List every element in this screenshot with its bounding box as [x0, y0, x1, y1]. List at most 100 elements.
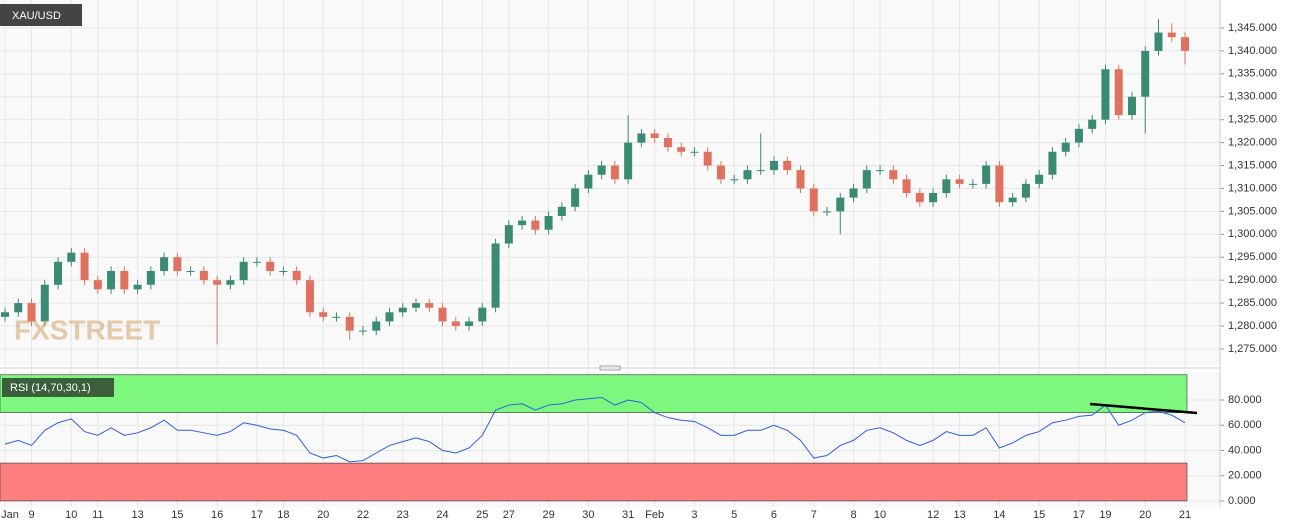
candle-body: [663, 138, 672, 148]
y-tick-label: 0.000: [1228, 495, 1256, 507]
y-tick-label: 1,290.000: [1228, 274, 1277, 286]
x-tick-label: 21: [1179, 509, 1191, 521]
candle-body: [27, 303, 36, 322]
candle-body: [1088, 119, 1097, 129]
candle-body: [504, 225, 513, 244]
candle-body: [703, 151, 712, 166]
candle-body: [372, 321, 381, 331]
candle-body: [544, 215, 553, 230]
candle-body: [677, 147, 686, 152]
candle-body: [1021, 183, 1030, 198]
candle-body: [942, 179, 951, 194]
x-tick-label: 7: [811, 509, 817, 521]
candle-body: [1127, 96, 1136, 116]
x-tick-label: 29: [542, 509, 554, 521]
y-tick-label: 1,275.000: [1228, 343, 1277, 355]
x-tick-label: 6: [771, 509, 777, 521]
x-tick-label: Feb: [645, 509, 664, 521]
candle-body: [690, 151, 699, 153]
candle-body: [769, 160, 778, 171]
candle-body: [120, 270, 129, 290]
candle-body: [186, 270, 195, 272]
candle-body: [133, 284, 142, 290]
candle-body: [915, 193, 924, 203]
candle-body: [610, 165, 619, 180]
y-tick-label: 1,340.000: [1228, 45, 1277, 57]
candle-body: [995, 165, 1004, 203]
candle-body: [955, 179, 964, 184]
x-tick-label: 11: [92, 509, 103, 521]
candle-body: [1141, 50, 1150, 97]
watermark: FXSTREET: [14, 314, 160, 345]
y-tick-label: 1,315.000: [1228, 159, 1277, 171]
candle-body: [358, 330, 367, 332]
x-tick-label: 15: [171, 509, 183, 521]
candle-body: [650, 133, 659, 139]
separator-handle: [599, 365, 621, 371]
x-tick-label: 14: [993, 509, 1005, 521]
x-tick-label: 30: [582, 509, 594, 521]
y-tick-label: 60.000: [1228, 419, 1262, 431]
x-tick-label: 20: [317, 509, 329, 521]
candle-body: [730, 179, 739, 181]
candle-body: [1154, 32, 1163, 51]
candle-body: [252, 261, 261, 263]
y-tick-label: 80.000: [1228, 394, 1262, 406]
candle-body: [557, 206, 566, 216]
candle-body: [902, 179, 911, 194]
x-tick-label: 24: [436, 509, 448, 521]
candle-body: [425, 303, 434, 308]
candle-body: [929, 193, 938, 203]
x-tick-label: 8: [850, 509, 856, 521]
candle-body: [849, 188, 858, 198]
candle-body: [968, 183, 977, 185]
candle-body: [332, 316, 341, 318]
candle-body: [1035, 174, 1044, 184]
candle-body: [1181, 37, 1189, 51]
candle-body: [239, 261, 248, 281]
candle-body: [319, 312, 328, 317]
candle-body: [54, 261, 63, 285]
candle-body: [889, 170, 898, 180]
candle-body: [412, 303, 421, 308]
x-tick-label: 25: [476, 509, 488, 521]
y-tick-label: 1,305.000: [1228, 205, 1277, 217]
candle-body: [451, 321, 460, 327]
candle-body: [345, 316, 354, 331]
candle-body: [1, 312, 9, 317]
y-tick-label: 1,300.000: [1228, 228, 1277, 240]
candle-body: [173, 257, 182, 271]
candle-body: [292, 270, 301, 281]
candle-body: [982, 165, 991, 184]
candle-body: [716, 165, 725, 180]
price-panel: [0, 0, 1220, 365]
y-tick-label: 1,335.000: [1228, 68, 1277, 80]
candle-body: [796, 170, 805, 189]
candle-body: [756, 170, 765, 172]
x-tick-label: 13: [953, 509, 965, 521]
y-tick-label: 1,295.000: [1228, 251, 1277, 263]
candle-body: [1061, 142, 1070, 152]
x-tick-label: 20: [1139, 509, 1151, 521]
candle-body: [93, 280, 102, 290]
x-tick-label: 17: [1073, 509, 1085, 521]
candle-body: [438, 307, 447, 322]
candle-body: [624, 142, 633, 180]
x-tick-label: 19: [1099, 509, 1111, 521]
candle-body: [213, 280, 222, 285]
candle-body: [876, 170, 885, 172]
x-tick-label: 5: [731, 509, 737, 521]
rsi-badge: [2, 378, 114, 397]
candle-body: [199, 270, 208, 281]
x-tick-label: 9: [28, 509, 34, 521]
oversold-band: [0, 462, 1188, 502]
x-tick-label: 18: [277, 509, 289, 521]
candle-body: [862, 170, 871, 189]
y-tick-label: 1,330.000: [1228, 91, 1277, 103]
candle-body: [1114, 69, 1123, 116]
candle-body: [398, 307, 407, 313]
candle-body: [305, 280, 314, 313]
candle-body: [823, 211, 832, 213]
candle-body: [146, 270, 155, 285]
